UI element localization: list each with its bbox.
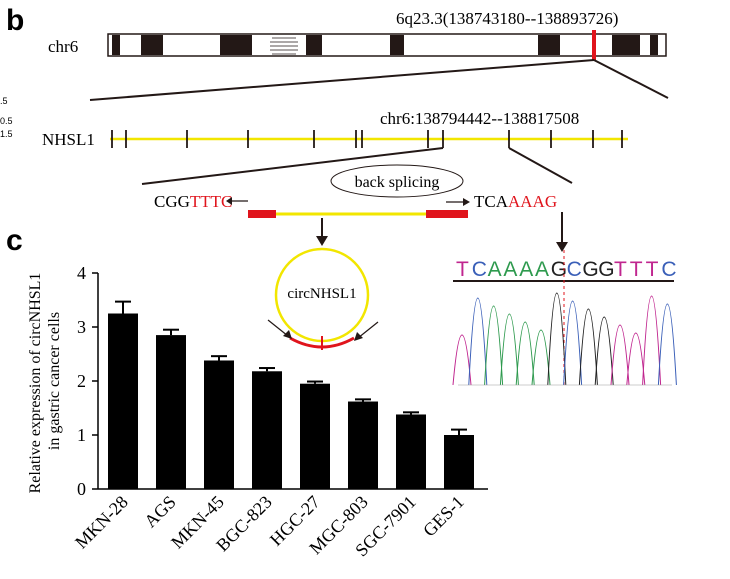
chromatogram-peak [579, 309, 597, 385]
bar [300, 384, 330, 489]
chromatogram-peak [532, 330, 550, 385]
junction-base-letter: T [614, 258, 627, 281]
down-arrow-head [316, 236, 328, 246]
left-sequence: CGGTTTC [154, 192, 232, 211]
side-tick-label: 0.5 [0, 116, 13, 126]
junction-base-letter: G [551, 258, 567, 281]
bar [348, 402, 378, 489]
y-tick-label: 1 [77, 425, 86, 445]
bar [156, 335, 186, 489]
linear-exon-segment [248, 210, 468, 218]
chromatogram-peak [500, 314, 518, 385]
sanger-chromatogram [453, 293, 676, 385]
chromatogram-peak [627, 333, 645, 385]
junction-base-letter: G [598, 258, 614, 281]
y-tick-label: 3 [77, 317, 86, 337]
x-tick-label: MKN-28 [71, 492, 132, 553]
zoom-line-left [90, 60, 594, 100]
x-tick-labels: MKN-28 AGSMKN-45BGC-823HGC-27MGC-803SGC-7… [71, 492, 468, 561]
x-tick-label: AGS [140, 492, 180, 532]
junction-base-letter: C [472, 258, 487, 281]
junction-base-letter: T [630, 258, 643, 281]
y-axis-label: Relative expression of circNHSL1 in gast… [27, 269, 63, 494]
panel-c-letter: c [6, 224, 23, 257]
y-ticks: 0 1 2 3 4 [77, 263, 98, 499]
bar [444, 435, 474, 489]
gene-label: NHSL1 [42, 130, 95, 149]
zoom-line-right [594, 60, 668, 98]
chromatogram-peak [453, 335, 471, 385]
junction-base-letter: C [661, 258, 676, 281]
bar [204, 360, 234, 489]
sequencing-arrow-head [556, 242, 568, 252]
chromatogram-peak [469, 298, 487, 385]
chromatogram-peak [516, 322, 534, 385]
chromatogram-peak [611, 325, 629, 385]
right-sequence: TCAAAAG [474, 192, 557, 211]
junction-base-letter: T [646, 258, 659, 281]
back-splicing-label: back splicing [355, 174, 440, 191]
x-tick-label: GES-1 [419, 492, 468, 541]
cytoband-label: 6q23.3(138743180--138893726) [396, 9, 618, 28]
chromosome-ideogram [108, 30, 666, 60]
chromatogram-peak [643, 296, 661, 385]
y-tick-label: 0 [77, 479, 86, 499]
exon-link-line [509, 148, 572, 183]
gene-coordinates-label: chr6:138794442--138817508 [380, 109, 579, 128]
bar [396, 414, 426, 489]
y-tick-label: 2 [77, 371, 86, 391]
y-tick-label: 4 [77, 263, 86, 283]
junction-base-letter: A [503, 258, 517, 281]
chromatogram-peak [658, 304, 676, 385]
chromatogram-peak [548, 293, 566, 385]
circrna-label: circNHSL1 [287, 286, 356, 302]
locus-marker [592, 30, 596, 60]
panel-b-letter: b [6, 4, 24, 37]
primer-arrow-circ-left-head [283, 330, 292, 339]
chromatogram-peak [564, 301, 582, 385]
junction-base-letter: T [456, 258, 469, 281]
side-tick-label: .5 [0, 96, 8, 106]
side-tick-label: 1.5 [0, 129, 13, 139]
junction-base-letter: G [582, 258, 598, 281]
bar [108, 314, 138, 490]
junction-base-letter: A [519, 258, 533, 281]
junction-base-letter: A [488, 258, 502, 281]
junction-base-letter: A [535, 258, 549, 281]
primer-arrow-right-head [463, 198, 470, 206]
chromosome-label: chr6 [48, 37, 78, 56]
chromatogram-peak [595, 317, 613, 385]
bar-chart: 0 1 2 3 4 MKN-28 AGSMKN-45BGC-823HGC-27MGC-80… [27, 263, 488, 560]
bar [252, 371, 282, 489]
primer-arrow-circ-right-head [354, 332, 363, 341]
chromatogram-peak [485, 306, 503, 385]
gene-track [110, 130, 628, 148]
primer-arrow-circ-right [358, 322, 378, 338]
junction-base-letter: C [567, 258, 582, 281]
